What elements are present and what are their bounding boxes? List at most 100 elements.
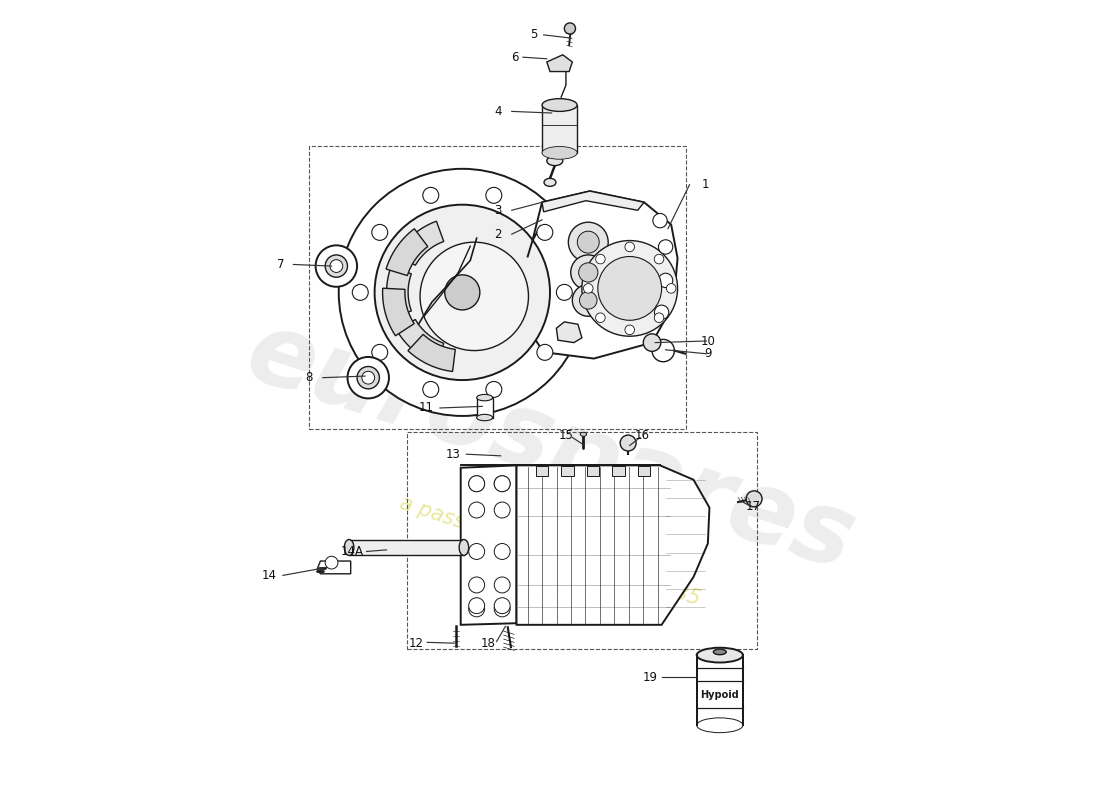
Circle shape	[422, 382, 439, 398]
Bar	[476, 398, 493, 418]
Circle shape	[430, 261, 494, 324]
Circle shape	[652, 214, 668, 228]
Text: 4: 4	[494, 105, 502, 118]
Circle shape	[578, 231, 600, 253]
Text: 14: 14	[262, 569, 277, 582]
Ellipse shape	[344, 539, 354, 555]
Ellipse shape	[547, 156, 563, 166]
Circle shape	[348, 357, 389, 398]
Circle shape	[326, 255, 348, 278]
Circle shape	[316, 246, 358, 286]
Text: 2: 2	[494, 228, 502, 241]
Circle shape	[469, 476, 485, 492]
Polygon shape	[386, 266, 411, 318]
Circle shape	[494, 577, 510, 593]
Circle shape	[580, 291, 597, 309]
Text: 1: 1	[702, 178, 710, 191]
Bar	[542, 105, 578, 153]
Circle shape	[571, 255, 606, 290]
Circle shape	[469, 476, 485, 492]
Circle shape	[746, 491, 762, 507]
Circle shape	[326, 556, 338, 569]
Circle shape	[494, 476, 510, 492]
Ellipse shape	[696, 648, 742, 662]
Polygon shape	[517, 466, 710, 625]
Polygon shape	[317, 561, 351, 574]
Circle shape	[654, 313, 663, 322]
Ellipse shape	[544, 178, 556, 186]
Polygon shape	[557, 322, 582, 342]
Circle shape	[644, 334, 661, 351]
Circle shape	[352, 285, 368, 300]
Circle shape	[469, 502, 485, 518]
Polygon shape	[408, 334, 455, 371]
Polygon shape	[547, 55, 572, 71]
Circle shape	[625, 242, 635, 252]
Circle shape	[375, 205, 550, 380]
Text: 9: 9	[704, 347, 712, 360]
Circle shape	[362, 371, 375, 384]
Bar	[536, 466, 549, 476]
Circle shape	[537, 225, 553, 240]
Text: 17: 17	[746, 500, 761, 514]
Bar	[613, 466, 625, 476]
Circle shape	[537, 344, 553, 360]
Text: 19: 19	[642, 671, 658, 684]
Polygon shape	[461, 466, 517, 625]
Polygon shape	[525, 191, 678, 358]
Polygon shape	[386, 229, 428, 275]
Circle shape	[659, 274, 673, 287]
Text: 18: 18	[481, 637, 495, 650]
Circle shape	[569, 222, 608, 262]
Circle shape	[582, 241, 678, 336]
Circle shape	[422, 187, 439, 203]
Circle shape	[469, 598, 485, 614]
Text: Hypoid: Hypoid	[701, 690, 739, 700]
Circle shape	[494, 476, 510, 492]
Circle shape	[579, 262, 598, 282]
Text: 8: 8	[306, 371, 312, 384]
Circle shape	[595, 254, 605, 264]
Circle shape	[372, 344, 387, 360]
Circle shape	[659, 240, 673, 254]
Circle shape	[625, 325, 635, 334]
Circle shape	[572, 285, 604, 316]
Ellipse shape	[542, 98, 578, 111]
Text: 6: 6	[512, 50, 519, 64]
Circle shape	[494, 601, 510, 617]
Circle shape	[358, 366, 379, 389]
Circle shape	[444, 275, 480, 310]
Text: 5: 5	[530, 28, 538, 42]
Circle shape	[620, 435, 636, 451]
Text: 15: 15	[559, 430, 573, 442]
Bar	[586, 466, 600, 476]
Bar	[561, 466, 574, 476]
Text: 12: 12	[408, 637, 424, 650]
Circle shape	[330, 260, 343, 273]
Polygon shape	[542, 191, 645, 212]
Text: 7: 7	[277, 258, 284, 271]
Polygon shape	[383, 288, 415, 336]
Circle shape	[486, 382, 502, 398]
Circle shape	[583, 284, 593, 293]
Circle shape	[486, 187, 502, 203]
Circle shape	[667, 284, 676, 293]
Text: 10: 10	[701, 334, 715, 347]
Circle shape	[564, 23, 575, 34]
Circle shape	[494, 598, 510, 614]
Bar	[638, 466, 650, 476]
Circle shape	[469, 543, 485, 559]
Text: 14A: 14A	[341, 545, 364, 558]
Circle shape	[595, 313, 605, 322]
Text: a passion for parts since 1985: a passion for parts since 1985	[397, 494, 703, 610]
Ellipse shape	[476, 414, 493, 421]
Polygon shape	[696, 655, 742, 726]
Ellipse shape	[713, 649, 726, 654]
Circle shape	[597, 257, 661, 320]
Circle shape	[469, 601, 485, 617]
Circle shape	[652, 339, 674, 362]
Circle shape	[420, 242, 528, 350]
Circle shape	[494, 543, 510, 559]
Text: 16: 16	[635, 430, 649, 442]
Text: 11: 11	[419, 402, 433, 414]
